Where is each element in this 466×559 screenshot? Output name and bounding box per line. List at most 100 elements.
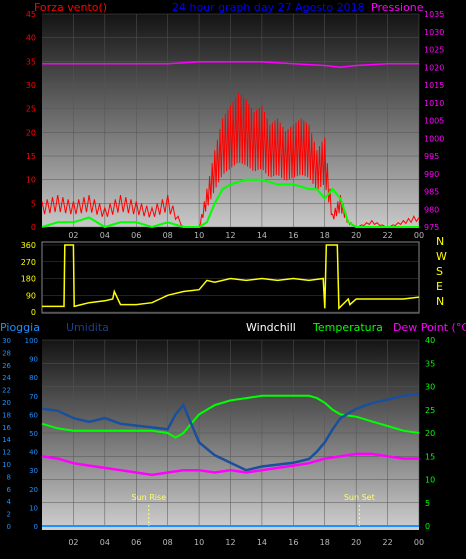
x-tick-label: 02	[68, 231, 78, 240]
y-tick-label: 22	[2, 387, 11, 395]
x-tick-label: 16	[288, 538, 298, 547]
x-tick-label: 10	[194, 538, 204, 547]
y-tick-label: 40	[425, 336, 435, 345]
sun-marker-label: Sun Rise	[131, 493, 166, 502]
x-tick-label: 18	[320, 231, 330, 240]
y-tick-label: 60	[29, 411, 38, 419]
y-tick-label: 0	[425, 522, 430, 531]
humidity-y-ticks: 0 10 20 30 40 50 60 70 80 90 100	[25, 337, 38, 531]
compass-label: N	[436, 295, 444, 308]
y-tick-label: 995	[424, 152, 439, 161]
x-tick-label: 10	[194, 231, 204, 240]
y-tick-label: 12	[2, 449, 11, 457]
compass-label: N	[436, 235, 444, 248]
y-tick-label: 0	[7, 523, 11, 531]
y-tick-label: 70	[29, 393, 38, 401]
y-tick-label: 24	[2, 374, 11, 382]
compass-label: S	[436, 265, 443, 278]
y-tick-label: 10	[2, 461, 11, 469]
y-tick-label: 25	[425, 406, 435, 415]
y-tick-label: 18	[2, 411, 11, 419]
y-tick-label: 360	[21, 241, 36, 250]
x-tick-label: 20	[351, 231, 361, 240]
header-temperatura: Temperatura	[312, 321, 383, 334]
y-tick-label: 1005	[424, 117, 444, 126]
x-tick-label: 02	[68, 538, 78, 547]
y-tick-label: 45	[26, 10, 36, 19]
pressure-line	[42, 61, 419, 69]
wind-line	[41, 178, 419, 229]
y-tick-label: 100	[25, 337, 38, 345]
compass-label: E	[436, 280, 443, 293]
x-tick-label: 06	[131, 538, 141, 547]
y-tick-label: 6	[7, 486, 12, 494]
y-tick-label: 5	[31, 199, 36, 208]
y-tick-label: 15	[425, 452, 435, 461]
y-tick-label: 1010	[424, 99, 444, 108]
y-tick-label: 0	[31, 223, 36, 232]
y-tick-label: 80	[29, 374, 38, 382]
y-tick-label: 30	[2, 337, 11, 345]
y-tick-label: 90	[29, 356, 38, 364]
x-tick-label: 04	[100, 231, 110, 240]
temp-x-ticks: 02 04 06 08 10 12 14 16 18 20 22 00	[68, 538, 424, 547]
panel-direction-bg	[41, 241, 420, 314]
y-tick-label: 20	[425, 429, 435, 438]
temperature-y-ticks: 0 5 10 15 20 25 30 35 40	[425, 336, 435, 531]
y-tick-label: 975	[424, 223, 439, 232]
x-tick-label: 14	[257, 231, 267, 240]
y-tick-label: 1015	[424, 81, 444, 90]
y-tick-label: 2	[7, 511, 11, 519]
sun-marker-label: Sun Set	[344, 493, 375, 502]
x-tick-label: 04	[100, 538, 110, 547]
y-tick-label: 35	[425, 359, 435, 368]
chart-title: 24 hour graph day 27 Agosto 2018	[172, 1, 365, 14]
y-tick-label: 16	[2, 424, 11, 432]
header-pioggia: Pioggia	[0, 321, 40, 334]
y-tick-label: 10	[26, 176, 36, 185]
y-tick-label: 0	[34, 523, 38, 531]
y-tick-label: 980	[424, 205, 439, 214]
y-tick-label: 1030	[424, 28, 444, 37]
x-tick-label: 06	[131, 231, 141, 240]
humidity-line	[41, 392, 420, 472]
x-tick-label: 12	[225, 231, 235, 240]
y-tick-label: 1020	[424, 63, 444, 72]
y-tick-label: 30	[425, 383, 435, 392]
y-tick-label: 35	[26, 57, 36, 66]
x-tick-label: 12	[225, 538, 235, 547]
y-tick-label: 180	[21, 275, 36, 284]
compass-label: W	[436, 250, 447, 263]
y-tick-label: 26	[2, 362, 11, 370]
y-tick-label: 1025	[424, 46, 444, 55]
wind-y-ticks: 0 5 10 15 20 25 30 35 40 45	[26, 10, 36, 232]
y-tick-label: 50	[29, 430, 38, 438]
x-tick-label: 20	[351, 538, 361, 547]
y-tick-label: 5	[425, 499, 430, 508]
x-tick-label: 18	[320, 538, 330, 547]
y-tick-label: 30	[29, 467, 38, 475]
y-tick-label: 20	[26, 128, 36, 137]
header-dewpoint: Dew Point (°C)	[393, 321, 466, 334]
y-tick-label: 990	[424, 170, 439, 179]
x-tick-label: 14	[257, 538, 267, 547]
x-tick-label: 22	[382, 538, 392, 547]
x-tick-label: 00	[414, 538, 424, 547]
y-tick-label: 14	[2, 436, 11, 444]
y-tick-label: 270	[21, 258, 36, 267]
direction-series	[42, 244, 420, 311]
pressure-y-ticks: 975 980 985 990 995 1000 1005 1010 1015 1020 1025 1…	[424, 10, 444, 232]
y-tick-label: 10	[29, 504, 38, 512]
y-tick-label: 10	[425, 476, 435, 485]
pressure-axis-title: Pressione	[371, 1, 424, 14]
header-windchill: Windchill	[246, 321, 296, 334]
y-tick-label: 4	[7, 498, 12, 506]
y-tick-label: 15	[26, 152, 36, 161]
y-tick-label: 28	[2, 349, 11, 357]
direction-y-ticks: 0 90 180 270 360	[21, 241, 36, 317]
y-tick-label: 40	[29, 449, 38, 457]
y-tick-label: 90	[26, 291, 36, 300]
wind-series	[41, 61, 420, 229]
